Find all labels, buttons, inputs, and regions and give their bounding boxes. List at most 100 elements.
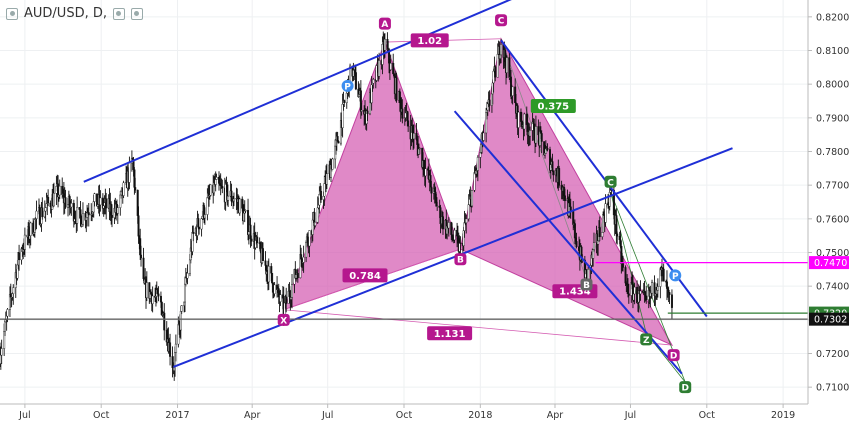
candle-body — [662, 268, 665, 282]
point-label-text: C — [498, 17, 505, 27]
trend-line-2 — [173, 147, 733, 368]
candle-body — [81, 213, 84, 225]
candle-body — [197, 218, 200, 228]
ratio-label-text: 1.434 — [559, 287, 591, 298]
candle-body — [645, 295, 648, 301]
candle-body — [134, 187, 137, 191]
candle-body — [110, 214, 113, 218]
point-label-bg — [495, 14, 508, 27]
price-tag-label: 0.7470 — [814, 258, 847, 269]
point-label-text: Z — [643, 336, 650, 346]
candle-body — [122, 182, 125, 196]
candle-body — [142, 257, 145, 279]
candle-body — [494, 66, 497, 78]
candle-body — [407, 120, 410, 127]
candle-body — [285, 296, 288, 304]
candle-body — [465, 218, 468, 224]
candle-body — [116, 207, 119, 214]
price-tick-label: 0.7600 — [816, 214, 849, 225]
candle-body — [360, 109, 363, 112]
settings-icon[interactable] — [6, 7, 18, 20]
format-icon[interactable] — [112, 7, 125, 20]
candle-body — [670, 294, 673, 308]
candle-body — [179, 311, 182, 331]
candle-body — [279, 294, 282, 302]
ratio-label-text: 0.784 — [349, 271, 381, 282]
candle-body — [585, 269, 588, 275]
ratio-label-bg — [427, 326, 473, 341]
candle-body — [389, 63, 392, 70]
candle-body — [137, 215, 140, 237]
candle-body — [261, 248, 264, 262]
hide-icon[interactable] — [130, 7, 143, 20]
candle-body — [366, 110, 369, 114]
candle-body — [615, 215, 618, 235]
price-tick-label: 0.7700 — [816, 181, 849, 192]
point-label-p: P — [669, 269, 682, 282]
candle-body — [616, 233, 619, 237]
candle-body — [395, 77, 398, 101]
point-label-bg — [580, 278, 593, 291]
price-tag-bg — [809, 312, 849, 326]
candle-body — [214, 179, 217, 185]
candle-body — [354, 72, 357, 90]
candle-body — [668, 292, 671, 295]
price-tick-label: 0.7100 — [816, 383, 849, 394]
candle-body — [418, 147, 421, 150]
candle-body — [23, 234, 26, 250]
trend-line-3 — [453, 110, 683, 375]
price-tag: 0.7470 — [809, 256, 849, 270]
point-label-bg — [640, 333, 653, 346]
price-tick-label: 0.7500 — [816, 248, 849, 259]
candle-body — [496, 54, 499, 78]
point-label-bg — [277, 313, 290, 326]
candle-body — [157, 293, 160, 297]
candle-body — [163, 312, 166, 331]
candle-body — [267, 266, 270, 283]
point-label-text: B — [583, 281, 590, 291]
candle-body — [308, 230, 311, 247]
point-label-text: B — [457, 256, 464, 266]
candle-body — [250, 238, 253, 242]
candle-body — [44, 207, 47, 212]
candle-body — [592, 242, 595, 250]
point-label-bg — [454, 253, 467, 266]
candle-body — [128, 162, 131, 183]
point-label-text: D — [670, 352, 677, 362]
candle-body — [622, 262, 625, 268]
candle-body — [41, 207, 44, 218]
candle-body — [270, 266, 273, 274]
ratio-label-bg — [410, 33, 449, 48]
point-label-bg — [378, 17, 391, 30]
candle-body — [0, 348, 3, 356]
point-label-text: D — [681, 384, 688, 394]
candle-body — [633, 286, 636, 295]
candle-body — [430, 186, 433, 194]
time-tick-label: Jul — [321, 410, 333, 421]
candle-body — [291, 284, 294, 298]
point-label-bg — [667, 349, 680, 362]
candle-body — [273, 284, 276, 294]
candle-body — [323, 183, 326, 197]
time-tick-label: Oct — [93, 410, 110, 421]
candle-body — [192, 232, 195, 234]
candle-body — [186, 272, 189, 279]
candle-body — [221, 186, 224, 189]
candle-body — [29, 222, 32, 236]
price-tick-label: 0.7800 — [816, 147, 849, 158]
ratio-label: 1.131 — [427, 326, 473, 341]
candle-body — [198, 226, 201, 230]
candle-body — [337, 141, 340, 144]
time-tick-label: Oct — [396, 410, 413, 421]
candle-body — [159, 295, 162, 303]
candle-body — [331, 158, 334, 170]
candle-body — [316, 207, 319, 223]
candle-body — [151, 295, 154, 304]
candle-body — [209, 184, 212, 196]
candle-body — [473, 172, 476, 191]
candle-body — [523, 113, 526, 130]
candle-body — [58, 185, 61, 196]
candle-body — [624, 267, 627, 284]
candle-body — [70, 203, 73, 208]
